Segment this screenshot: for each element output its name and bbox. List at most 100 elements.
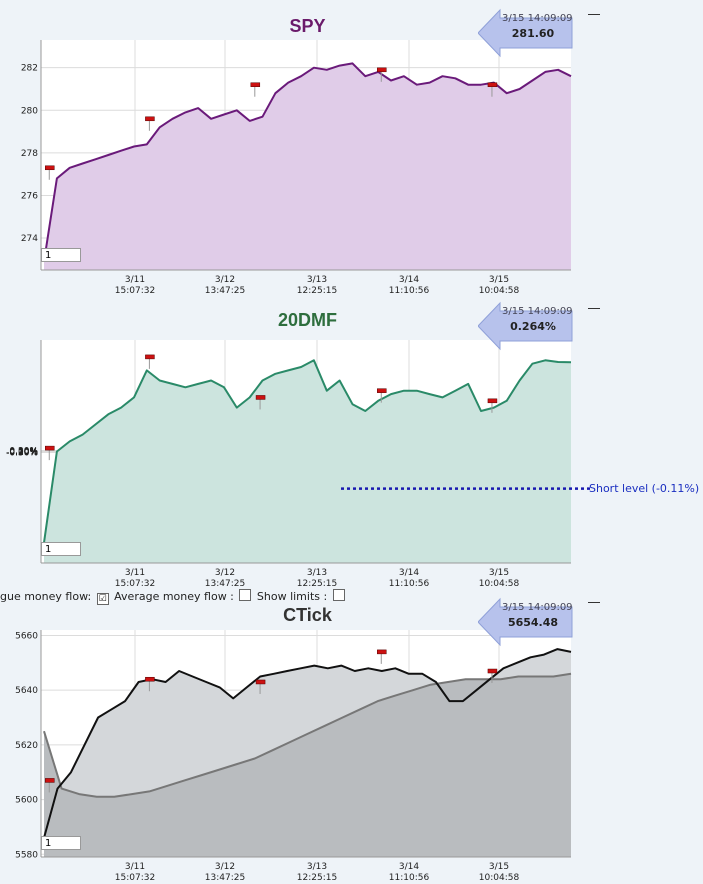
y-tick-label: 5640 [15,686,38,696]
event-marker-icon [145,116,155,122]
x-tick-date: 3/15 [489,275,509,285]
x-tick-date: 3/14 [399,275,419,285]
event-marker-icon [145,354,155,360]
y-tick-label: 5600 [15,796,38,806]
zoom-input[interactable]: 1 [41,248,81,262]
x-tick-time: 13:47:25 [205,579,245,589]
callout-time: 3/15 14:09:09 [502,306,573,317]
y-tick-label: 278 [21,149,38,159]
event-marker-icon [487,82,498,87]
average-money-flow-label: Average money flow : [114,590,234,603]
callout-time: 3/15 14:09:09 [502,602,573,613]
x-tick-date: 3/15 [489,862,509,872]
zoom-input[interactable]: 1 [41,542,81,556]
panel-dash [588,602,600,603]
x-tick-date: 3/12 [215,275,235,285]
y-tick-label: -0.20% [6,448,38,458]
x-tick-date: 3/13 [307,568,327,578]
x-tick-date: 3/11 [125,862,145,872]
x-tick-date: 3/14 [399,568,419,578]
x-tick-date: 3/11 [125,568,145,578]
event-marker-icon [377,649,387,655]
y-tick-label: 280 [21,106,38,116]
main-series-area [44,63,571,271]
x-tick-time: 12:25:15 [297,286,337,296]
event-marker-icon [487,398,498,404]
event-marker-icon [255,679,266,685]
y-tick-label: 5660 [15,631,38,641]
last-value-callout: 3/15 14:09:09 5654.48 [478,597,574,647]
average-series-line [43,672,572,798]
x-tick-time: 13:47:25 [205,873,245,883]
show-limits-checkbox[interactable] [332,589,345,601]
y-tick-label: 0.30% [9,446,38,456]
x-tick-time: 10:04:58 [479,286,520,296]
y-tick-label: 5580 [15,850,38,860]
ctick-chart-panel: 5580 5600 5620 5640 5660 3/11 15:07:32 3/12 13:4… [0,595,703,884]
x-tick-date: 3/14 [399,862,419,872]
chart-title: CTick [283,605,332,625]
y-tick-label: 274 [21,234,38,244]
y-tick-label: 282 [21,64,38,74]
main-series-area [44,360,571,563]
ctick-series-line [43,648,572,839]
x-tick-date: 3/12 [215,862,235,872]
x-tick-date: 3/11 [125,275,145,285]
callout-value: 281.60 [511,27,555,40]
x-tick-time: 10:04:58 [479,579,520,589]
x-tick-date: 3/15 [489,568,509,578]
event-marker-icon [487,668,498,674]
controls-row: gue money flow: ☑ Average money flow : S… [0,589,347,605]
x-tick-time: 15:07:32 [115,579,155,589]
dmf-chart-panel: -0.30% -0.20% -0.10% 0.00% 0.10% 0.20% 0.30% 3/… [0,300,703,590]
callout-value: 5654.48 [507,616,559,629]
show-limits-label: Show limits : [256,590,328,603]
chart-title: 20DMF [277,310,337,330]
short-level-label: Short level (-0.11%) [589,482,700,495]
arrow-left-icon [478,301,573,351]
y-tick-label: -0.30% [6,449,38,459]
y-tick-label: 0.00% [9,448,38,458]
x-tick-date: 3/12 [215,568,235,578]
average-money-flow-checkbox[interactable] [239,589,252,601]
callout-value: 0.264% [510,320,556,333]
money-flow-checkbox[interactable]: ☑ [96,593,109,605]
arrow-left-icon [478,8,573,58]
x-tick-time: 11:10:56 [389,286,430,296]
y-tick-label: 5620 [15,741,38,751]
x-tick-time: 12:25:15 [297,873,337,883]
y-tick-label: 0.10% [9,447,38,457]
last-value-callout: 3/15 14:09:09 0.264% [478,301,574,351]
x-tick-date: 3/13 [307,275,327,285]
y-tick-label: -0.10% [6,448,38,458]
x-tick-time: 15:07:32 [115,873,155,883]
last-value-callout: 3/15 14:09:09 281.60 [478,8,574,58]
panel-dash [588,14,600,15]
x-tick-time: 11:10:56 [389,873,430,883]
panel-dash [588,308,600,309]
x-tick-time: 15:07:32 [115,286,155,296]
event-marker-icon [255,395,266,400]
main-series-line [43,359,572,543]
y-tick-label: 276 [21,191,38,201]
arrow-left-icon [478,597,573,647]
average-series-area [44,673,571,857]
x-tick-time: 11:10:56 [389,579,430,589]
callout-time: 3/15 14:09:09 [502,13,573,24]
x-tick-time: 10:04:58 [479,873,520,883]
main-series-line [43,62,572,262]
dmf-chart: -0.30%-0.20%-0.10%0.00%0.10%0.20%0.30% 3/… [6,340,590,589]
event-marker-icon [250,82,261,87]
money-flow-label: gue money flow: [0,590,92,603]
x-tick-date: 3/13 [307,862,327,872]
event-marker-icon [145,676,155,682]
chart-title: SPY [289,16,326,36]
event-marker-icon [377,388,387,393]
spy-chart-panel: 274 276 278 280 282 3/11 15:07:32 3/12 13:47:25 3… [0,0,703,300]
x-tick-time: 13:47:25 [205,286,245,296]
event-marker-icon [45,445,55,451]
event-marker-icon [377,67,387,73]
zoom-input[interactable]: 1 [41,836,81,850]
